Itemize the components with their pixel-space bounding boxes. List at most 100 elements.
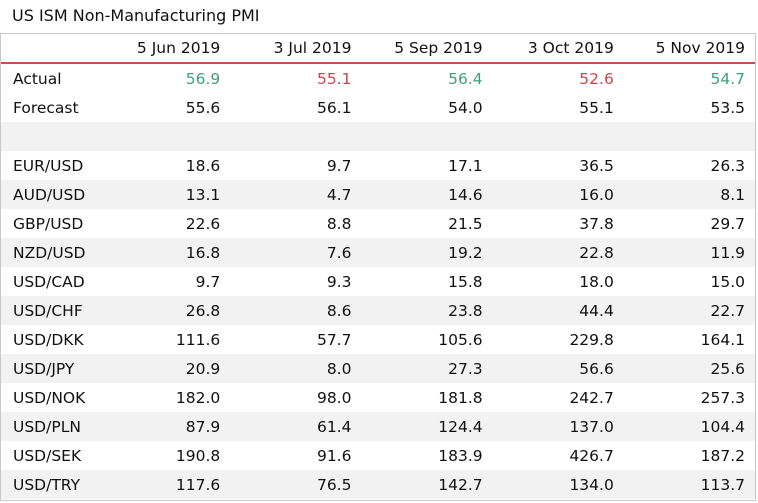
table-row: USD/CAD 9.7 9.3 15.8 18.0 15.0 [1, 267, 755, 296]
pair-value: 61.4 [232, 412, 364, 441]
pair-label: USD/SEK [13, 446, 82, 465]
pair-value: 105.6 [438, 330, 483, 349]
pair-value: 11.9 [625, 238, 755, 267]
actual-value: 52.6 [579, 69, 614, 88]
pair-value: 19.2 [363, 238, 495, 267]
pair-value: 111.6 [175, 330, 221, 349]
pair-label: EUR/USD [13, 156, 84, 175]
pair-value: 15.8 [448, 272, 483, 291]
pair-value: 16.0 [494, 180, 626, 209]
pair-value: 137.0 [494, 412, 626, 441]
pair-value: 142.7 [363, 470, 495, 499]
pair-value: 76.5 [232, 470, 364, 499]
pair-value: 26.8 [101, 296, 233, 325]
table-row: GBP/USD 22.6 8.8 21.5 37.8 29.7 [1, 209, 755, 238]
pair-value: 229.8 [569, 330, 614, 349]
pair-value: 91.6 [316, 446, 352, 465]
pair-value: 21.5 [448, 214, 483, 233]
forecast-value: 53.5 [710, 98, 745, 117]
pair-value: 242.7 [569, 388, 614, 407]
pair-label: USD/NOK [13, 388, 86, 407]
pair-value: 44.4 [494, 296, 626, 325]
table-body: 5 Jun 2019 3 Jul 2019 5 Sep 2019 3 Oct 2… [1, 34, 755, 499]
pair-value: 20.9 [101, 354, 233, 383]
pair-value: 7.6 [232, 238, 364, 267]
pair-value: 14.6 [363, 180, 495, 209]
row-label: Forecast [13, 98, 79, 117]
pair-value: 29.7 [710, 214, 745, 233]
pair-value: 36.5 [579, 156, 614, 175]
pair-value: 190.8 [175, 446, 221, 465]
pair-value: 4.7 [232, 180, 364, 209]
pair-value: 37.8 [579, 214, 614, 233]
pair-value: 13.1 [101, 180, 233, 209]
pair-value: 22.8 [494, 238, 626, 267]
pair-label: USD/CAD [13, 272, 85, 291]
corner-cell [1, 34, 102, 64]
pair-value: 15.0 [710, 272, 745, 291]
pair-value: 22.7 [625, 296, 755, 325]
pair-value: 113.7 [625, 470, 755, 499]
pair-value: 187.2 [700, 446, 745, 465]
table-row: USD/DKK 111.6 57.7 105.6 229.8 164.1 [1, 325, 755, 354]
pair-label: GBP/USD [13, 214, 84, 233]
pair-value: 98.0 [316, 388, 352, 407]
forecast-value: 54.0 [448, 98, 483, 117]
pair-value: 181.8 [438, 388, 483, 407]
table-row: USD/SEK 190.8 91.6 183.9 426.7 187.2 [1, 441, 755, 470]
pair-value: 87.9 [101, 412, 233, 441]
column-header: 3 Oct 2019 [494, 34, 626, 64]
row-label: Actual [13, 69, 62, 88]
pair-value: 25.6 [625, 354, 755, 383]
actual-value: 56.9 [185, 69, 221, 88]
table-row: USD/PLN 87.9 61.4 124.4 137.0 104.4 [1, 412, 755, 441]
pair-value: 27.3 [363, 354, 495, 383]
pair-value: 9.7 [195, 272, 221, 291]
pair-label: NZD/USD [1, 238, 102, 267]
pair-value: 8.0 [232, 354, 364, 383]
pair-value: 8.1 [625, 180, 755, 209]
pair-value: 16.8 [101, 238, 233, 267]
table-row: AUD/USD 13.1 4.7 14.6 16.0 8.1 [1, 180, 755, 209]
data-table: 5 Jun 2019 3 Jul 2019 5 Sep 2019 3 Oct 2… [1, 34, 755, 499]
spacer-row [1, 122, 755, 151]
actual-row: Actual 56.9 55.1 56.4 52.6 54.7 [1, 63, 755, 93]
pair-value: 117.6 [101, 470, 233, 499]
pair-value: 18.6 [185, 156, 221, 175]
pair-label: USD/TRY [1, 470, 102, 499]
column-header: 3 Jul 2019 [232, 34, 364, 64]
pair-value: 17.1 [448, 156, 483, 175]
table-row: USD/CHF 26.8 8.6 23.8 44.4 22.7 [1, 296, 755, 325]
pair-value: 22.6 [185, 214, 221, 233]
pair-value: 182.0 [175, 388, 221, 407]
pair-label: USD/PLN [1, 412, 102, 441]
pair-value: 18.0 [579, 272, 614, 291]
pair-value: 104.4 [625, 412, 755, 441]
pair-value: 183.9 [438, 446, 483, 465]
column-header: 5 Nov 2019 [625, 34, 755, 64]
table-row: NZD/USD 16.8 7.6 19.2 22.8 11.9 [1, 238, 755, 267]
pair-value: 164.1 [700, 330, 745, 349]
pair-value: 56.6 [494, 354, 626, 383]
pair-label: USD/CHF [1, 296, 102, 325]
pair-value: 134.0 [494, 470, 626, 499]
forecast-value: 55.1 [579, 98, 614, 117]
actual-value: 54.7 [710, 69, 745, 88]
column-header: 5 Sep 2019 [363, 34, 495, 64]
pair-value: 57.7 [316, 330, 352, 349]
pair-label: USD/JPY [1, 354, 102, 383]
forecast-row: Forecast 55.6 56.1 54.0 55.1 53.5 [1, 93, 755, 122]
pair-value: 124.4 [363, 412, 495, 441]
column-header: 5 Jun 2019 [101, 34, 233, 64]
pair-value: 8.8 [326, 214, 352, 233]
pair-value: 8.6 [232, 296, 364, 325]
table-row: EUR/USD 18.6 9.7 17.1 36.5 26.3 [1, 151, 755, 180]
table-row: USD/TRY 117.6 76.5 142.7 134.0 113.7 [1, 470, 755, 499]
header-row: 5 Jun 2019 3 Jul 2019 5 Sep 2019 3 Oct 2… [1, 34, 755, 64]
pair-value: 9.7 [326, 156, 352, 175]
table-row: USD/JPY 20.9 8.0 27.3 56.6 25.6 [1, 354, 755, 383]
forecast-value: 55.6 [185, 98, 221, 117]
actual-value: 56.4 [448, 69, 483, 88]
data-table-frame: 5 Jun 2019 3 Jul 2019 5 Sep 2019 3 Oct 2… [0, 33, 756, 501]
actual-value: 55.1 [316, 69, 352, 88]
